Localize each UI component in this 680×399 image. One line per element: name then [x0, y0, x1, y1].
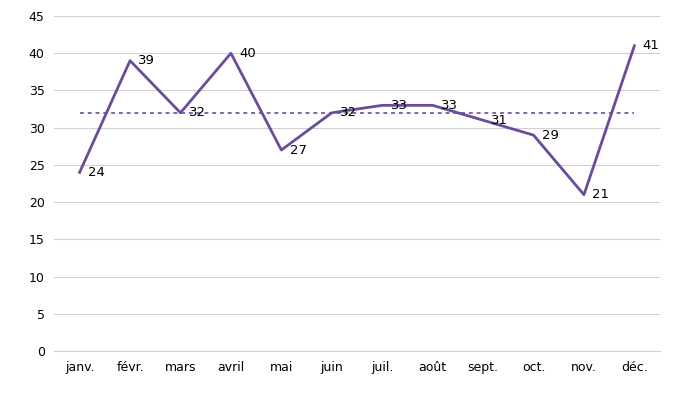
Text: 39: 39 [139, 54, 155, 67]
Text: 40: 40 [239, 47, 256, 60]
Text: 32: 32 [340, 106, 357, 119]
Text: 29: 29 [542, 128, 559, 142]
Text: 24: 24 [88, 166, 105, 179]
Text: 31: 31 [492, 114, 509, 127]
Text: 33: 33 [390, 99, 407, 112]
Text: 41: 41 [643, 39, 660, 52]
Text: 32: 32 [189, 106, 206, 119]
Text: 33: 33 [441, 99, 458, 112]
Text: 27: 27 [290, 144, 307, 156]
Text: 21: 21 [592, 188, 609, 201]
